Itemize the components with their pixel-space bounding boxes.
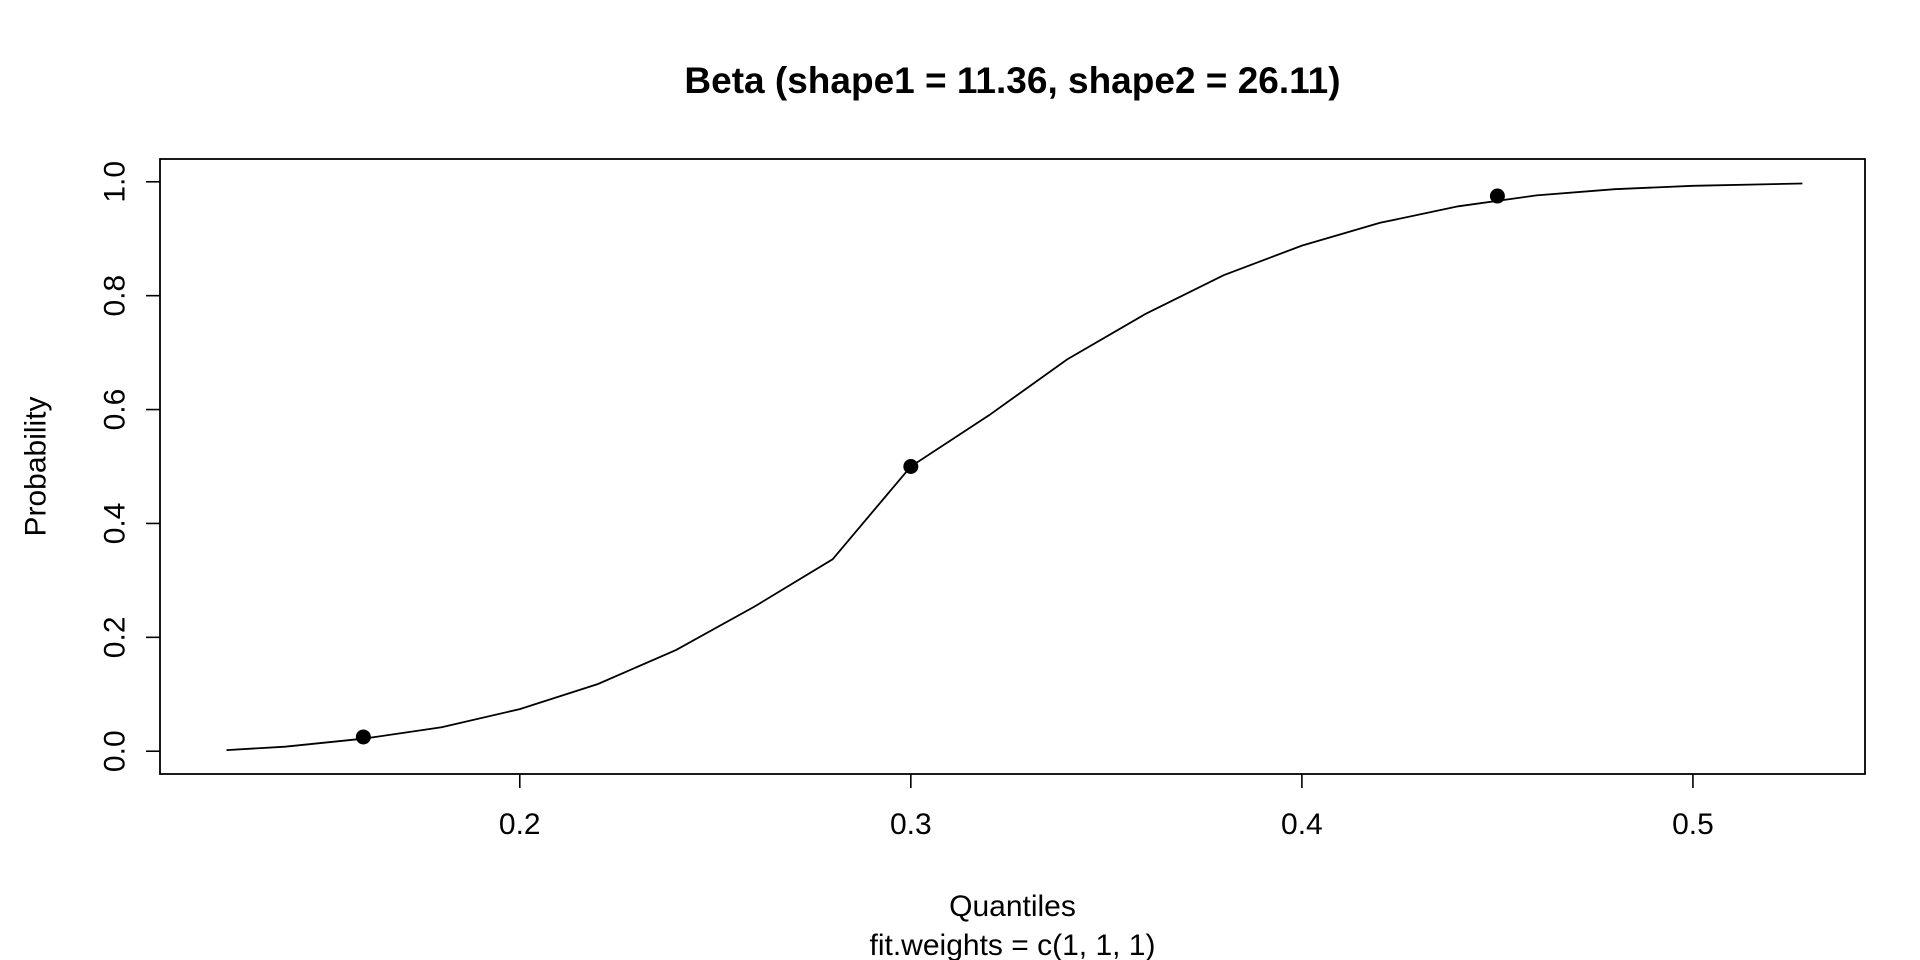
cdf-curve	[226, 182, 1803, 751]
x-tick-label: 0.3	[890, 808, 932, 841]
x-axis-label: Quantiles	[949, 890, 1076, 923]
chart-title: Beta (shape1 = 11.36, shape2 = 26.11)	[684, 60, 1340, 101]
fit-weights-label: fit.weights = c(1, 1, 1)	[870, 929, 1156, 960]
y-axis-label: Probability	[20, 396, 53, 536]
quantile-point	[355, 729, 371, 745]
quantile-point	[1489, 188, 1505, 204]
x-tick-label: 0.5	[1672, 808, 1714, 841]
y-tick-label: 0.8	[99, 275, 132, 317]
x-tick-label: 0.2	[499, 808, 541, 841]
x-axis: 0.2 0.3 0.4 0.5	[499, 774, 1714, 841]
y-axis: 0.0 0.2 0.4 0.6 0.8 1.0	[99, 161, 160, 772]
plot-frame	[159, 158, 1866, 775]
quantile-point	[903, 459, 919, 474]
y-tick-label: 0.4	[99, 503, 132, 545]
y-tick-label: 0.0	[99, 730, 132, 772]
y-tick-label: 1.0	[99, 161, 132, 203]
y-tick-label: 0.2	[99, 616, 132, 658]
quantile-points	[355, 188, 1505, 745]
x-tick-label: 0.4	[1281, 808, 1323, 841]
y-tick-label: 0.6	[99, 389, 132, 431]
